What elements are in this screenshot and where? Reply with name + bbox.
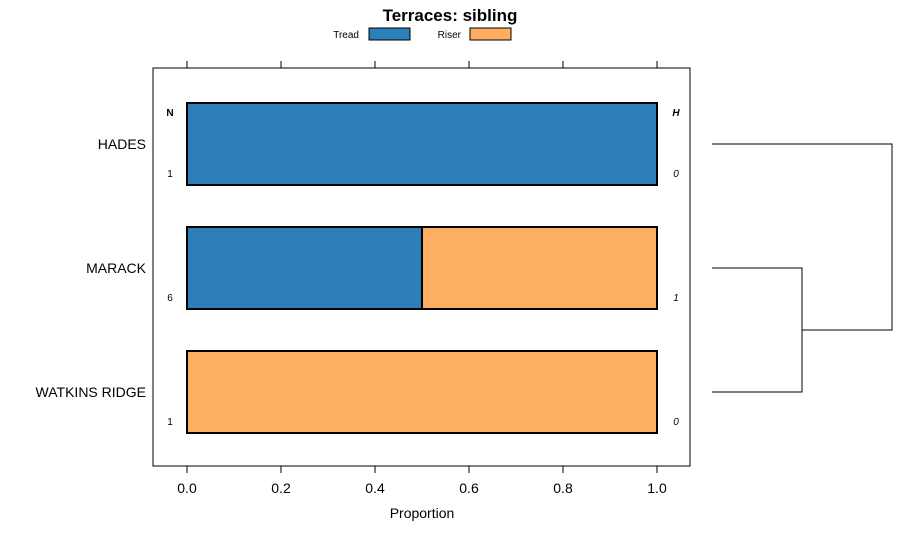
- dendrogram: [712, 143, 893, 393]
- x-tick-label: 0.8: [553, 480, 573, 496]
- category-label-watkins-ridge: WATKINS RIDGE: [36, 384, 146, 400]
- bar-marack-riser: [421, 226, 658, 310]
- h-value-hades: 0: [673, 169, 679, 180]
- h-value-watkins-ridge: 0: [673, 417, 679, 428]
- chart-title: Terraces: sibling: [383, 6, 518, 25]
- x-tick-label: 0.4: [365, 480, 385, 496]
- category-label-marack: MARACK: [86, 260, 147, 276]
- x-tick-label: 1.0: [647, 480, 667, 496]
- legend: Tread Riser: [333, 27, 512, 41]
- legend-label-riser: Riser: [438, 30, 462, 41]
- category-labels: HADES MARACK WATKINS RIDGE: [36, 136, 147, 400]
- plot-panel: [152, 67, 691, 467]
- x-tick-label: 0.0: [177, 480, 197, 496]
- x-axis-title: Proportion: [390, 505, 455, 521]
- n-value-watkins-ridge: 1: [167, 417, 173, 428]
- bar-hades-tread: [186, 102, 658, 186]
- legend-label-tread: Tread: [333, 30, 359, 41]
- side-annotations: 1 0 6 1 1 0: [167, 169, 679, 428]
- dendrogram-merge-marack-watkins: [712, 267, 803, 393]
- bars: [186, 102, 658, 434]
- n-value-hades: 1: [167, 169, 173, 180]
- bar-watkins-ridge-riser: [186, 350, 658, 434]
- legend-swatch-riser: [469, 27, 512, 41]
- n-column-header: N: [166, 108, 173, 119]
- x-axis: 0.0 0.2 0.4 0.6 0.8 1.0: [177, 61, 667, 496]
- legend-swatch-tread: [368, 27, 411, 41]
- dendrogram-merge-hades: [712, 143, 893, 331]
- x-tick-label: 0.6: [459, 480, 479, 496]
- n-value-marack: 6: [167, 293, 173, 304]
- h-column-header: H: [672, 108, 680, 119]
- h-value-marack: 1: [673, 293, 679, 304]
- bar-marack-tread: [186, 226, 423, 310]
- category-label-hades: HADES: [98, 136, 146, 152]
- x-tick-label: 0.2: [271, 480, 291, 496]
